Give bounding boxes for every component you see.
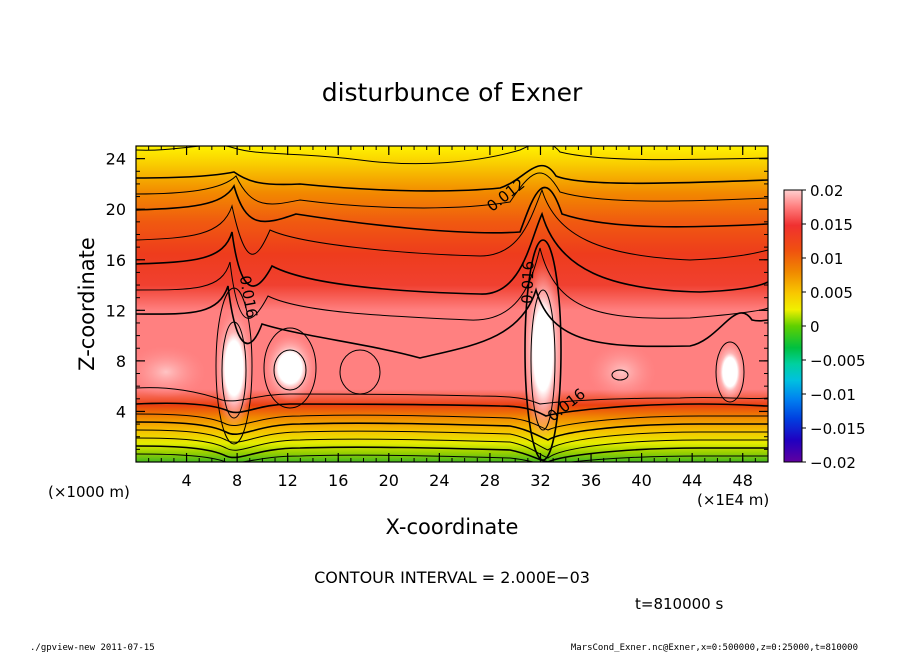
y-tick-label: 16	[106, 251, 126, 270]
colorbar-ticks: 0.02 0.015 0.01 0.005 0 −0.005 −0.01 −0.015 −0.0…	[802, 182, 866, 472]
time-stamp: t=810000 s	[635, 595, 723, 613]
y-tick-label: 20	[106, 200, 126, 219]
x-tick-label: 24	[429, 471, 449, 490]
x-unit-left: (×1000 m)	[48, 483, 130, 501]
contour-lines	[136, 146, 768, 462]
x-unit-right: (×1E4 m)	[697, 491, 769, 509]
colorbar-tick-label: −0.005	[810, 352, 866, 370]
x-tick-label: 44	[682, 471, 702, 490]
x-tick-label: 20	[379, 471, 399, 490]
y-axis-label: Z-coordinate	[75, 237, 99, 371]
chart-title: disturbunce of Exner	[322, 78, 583, 107]
warm-patch-x2	[136, 346, 206, 398]
x-axis: 4 8 12 16 20 24 28 32 36 40 44 48	[148, 146, 756, 490]
y-tick-label: 8	[116, 352, 126, 371]
x-tick-label: 36	[581, 471, 601, 490]
contour-interval-text: CONTOUR INTERVAL = 2.000E−03	[314, 568, 590, 587]
colorbar-tick-label: 0.01	[810, 250, 843, 268]
x-tick-label: 12	[278, 471, 298, 490]
colorbar-tick-label: 0.005	[810, 284, 853, 302]
contour-label: 0.016	[518, 261, 537, 305]
x-tick-label: 28	[480, 471, 500, 490]
footer-left: ./gpview-new 2011-07-15	[30, 643, 155, 653]
hot-core-x32	[521, 260, 565, 440]
x-tick-label: 16	[328, 471, 348, 490]
colorbar-tick-label: −0.015	[810, 420, 866, 438]
x-tick-label: 32	[530, 471, 550, 490]
hot-core-x12	[264, 334, 316, 402]
footer-right: MarsCond_Exner.nc@Exner,x=0:500000,z=0:2…	[571, 643, 858, 653]
colorbar-tick-label: 0.02	[810, 182, 843, 200]
colorbar	[783, 189, 803, 463]
y-tick-label: 4	[116, 402, 126, 421]
x-tick-label: 4	[181, 471, 191, 490]
x-axis-label: X-coordinate	[386, 515, 519, 539]
colorbar-tick-label: −0.01	[810, 386, 856, 404]
colorbar-tick-label: 0.015	[810, 216, 853, 234]
y-tick-label: 24	[106, 150, 126, 169]
y-tick-label: 12	[106, 301, 126, 320]
colorbar-tick-label: 0	[810, 318, 820, 336]
x-tick-label: 48	[733, 471, 753, 490]
x-tick-label: 8	[232, 471, 242, 490]
colorbar-tick-label: −0.02	[810, 454, 856, 472]
y-axis: 4 8 12 16 20 24	[106, 150, 768, 450]
x-tick-label: 40	[631, 471, 651, 490]
warm-patch-x39	[588, 344, 656, 400]
hot-core-x47	[714, 340, 746, 404]
